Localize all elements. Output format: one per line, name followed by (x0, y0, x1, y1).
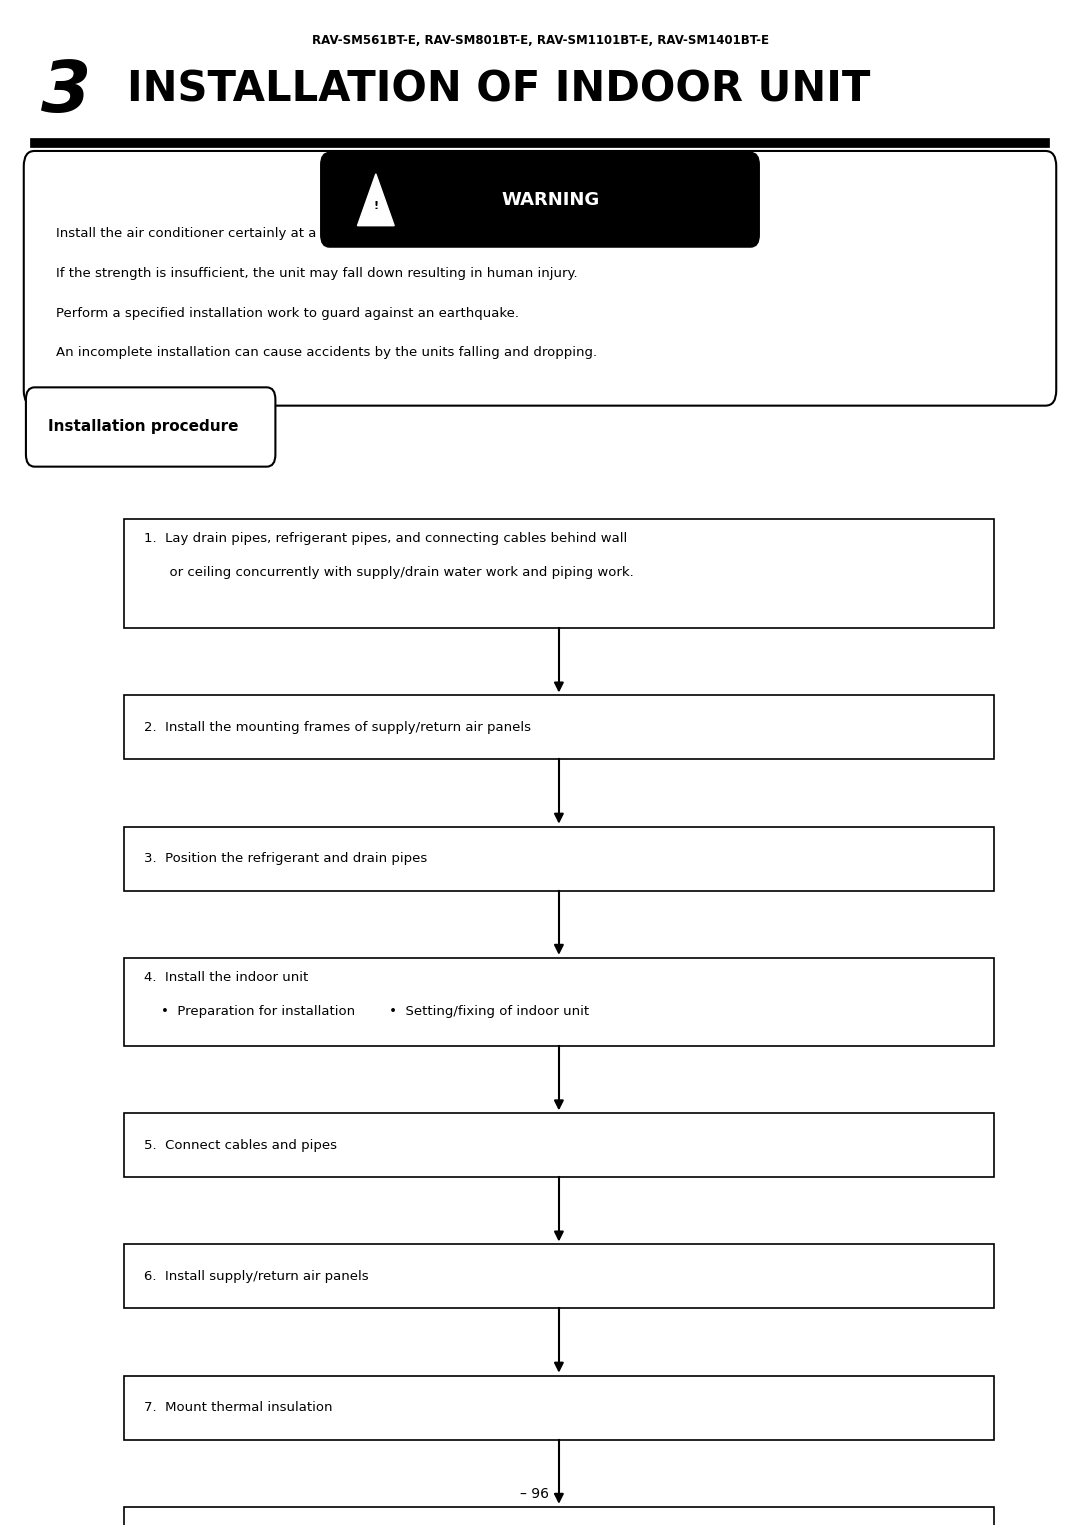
Text: If the strength is insufficient, the unit may fall down resulting in human injur: If the strength is insufficient, the uni… (56, 267, 578, 281)
Polygon shape (357, 174, 394, 226)
FancyBboxPatch shape (321, 152, 759, 247)
Text: RAV-SM561BT-E, RAV-SM801BT-E, RAV-SM1101BT-E, RAV-SM1401BT-E: RAV-SM561BT-E, RAV-SM801BT-E, RAV-SM1101… (311, 34, 769, 47)
Text: Installation procedure: Installation procedure (48, 419, 238, 435)
FancyBboxPatch shape (124, 827, 994, 891)
Text: •  Preparation for installation        •  Setting/fixing of indoor unit: • Preparation for installation • Setting… (144, 1005, 589, 1019)
FancyBboxPatch shape (26, 387, 275, 467)
Text: or ceiling concurrently with supply/drain water work and piping work.: or ceiling concurrently with supply/drai… (144, 566, 633, 580)
FancyBboxPatch shape (124, 518, 994, 628)
Text: !: ! (374, 201, 378, 210)
Text: 7.  Mount thermal insulation: 7. Mount thermal insulation (144, 1401, 333, 1414)
Text: WARNING: WARNING (502, 191, 599, 209)
Text: 5.  Connect cables and pipes: 5. Connect cables and pipes (144, 1139, 337, 1151)
FancyBboxPatch shape (124, 1376, 994, 1440)
Text: Perform a specified installation work to guard against an earthquake.: Perform a specified installation work to… (56, 307, 519, 320)
Text: INSTALLATION OF INDOOR UNIT: INSTALLATION OF INDOOR UNIT (127, 69, 870, 111)
Text: 2.  Install the mounting frames of supply/return air panels: 2. Install the mounting frames of supply… (144, 721, 530, 734)
Text: 6.  Install supply/return air panels: 6. Install supply/return air panels (144, 1270, 368, 1283)
FancyBboxPatch shape (124, 1507, 994, 1525)
Text: 1.  Lay drain pipes, refrigerant pipes, and connecting cables behind wall: 1. Lay drain pipes, refrigerant pipes, a… (144, 532, 626, 546)
FancyBboxPatch shape (24, 151, 1056, 406)
Text: 3.  Position the refrigerant and drain pipes: 3. Position the refrigerant and drain pi… (144, 852, 427, 865)
FancyBboxPatch shape (124, 958, 994, 1046)
Text: An incomplete installation can cause accidents by the units falling and dropping: An incomplete installation can cause acc… (56, 346, 597, 360)
FancyBboxPatch shape (124, 1244, 994, 1308)
Text: 4.  Install the indoor unit: 4. Install the indoor unit (144, 971, 308, 985)
Text: – 96 –: – 96 – (519, 1487, 561, 1502)
Text: 3: 3 (41, 58, 92, 127)
Text: Install the air conditioner certainly at a place to sufficiently withstand the w: Install the air conditioner certainly at… (56, 227, 602, 241)
FancyBboxPatch shape (124, 695, 994, 759)
FancyBboxPatch shape (124, 1113, 994, 1177)
